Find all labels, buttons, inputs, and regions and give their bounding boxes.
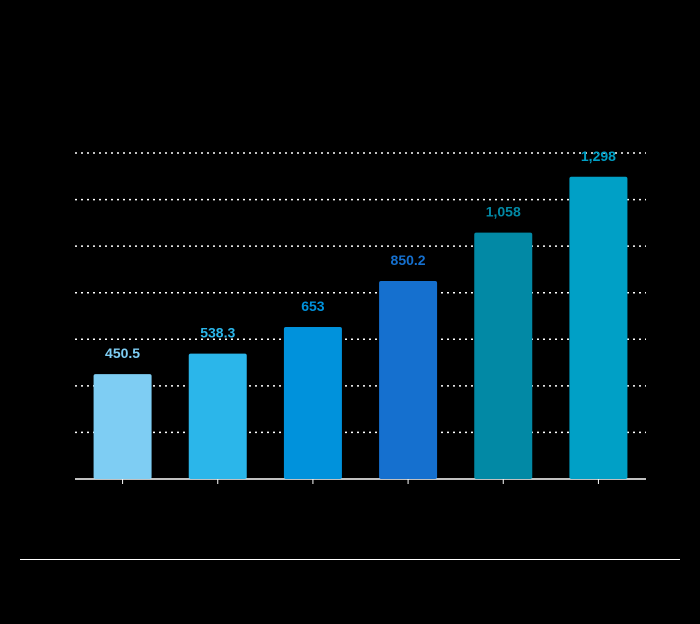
x-ticks-group — [122, 479, 599, 484]
bottom-divider — [20, 559, 680, 560]
data-label: 450.5 — [105, 345, 140, 361]
data-label: 538.3 — [200, 325, 235, 341]
gridlines — [75, 152, 646, 434]
bar — [188, 353, 247, 479]
data-label: 1,298 — [581, 148, 616, 164]
bar — [93, 374, 152, 479]
data-label: 1,058 — [486, 204, 521, 220]
data-label: 850.2 — [391, 252, 426, 268]
value-labels-group: 450.5 538.3 653 850.2 1,058 1,298 — [105, 148, 616, 361]
data-label: 653 — [301, 298, 325, 314]
bars-group — [93, 176, 628, 479]
bar — [569, 176, 628, 479]
bar — [283, 326, 342, 479]
bar — [379, 281, 438, 479]
bar — [474, 232, 533, 479]
